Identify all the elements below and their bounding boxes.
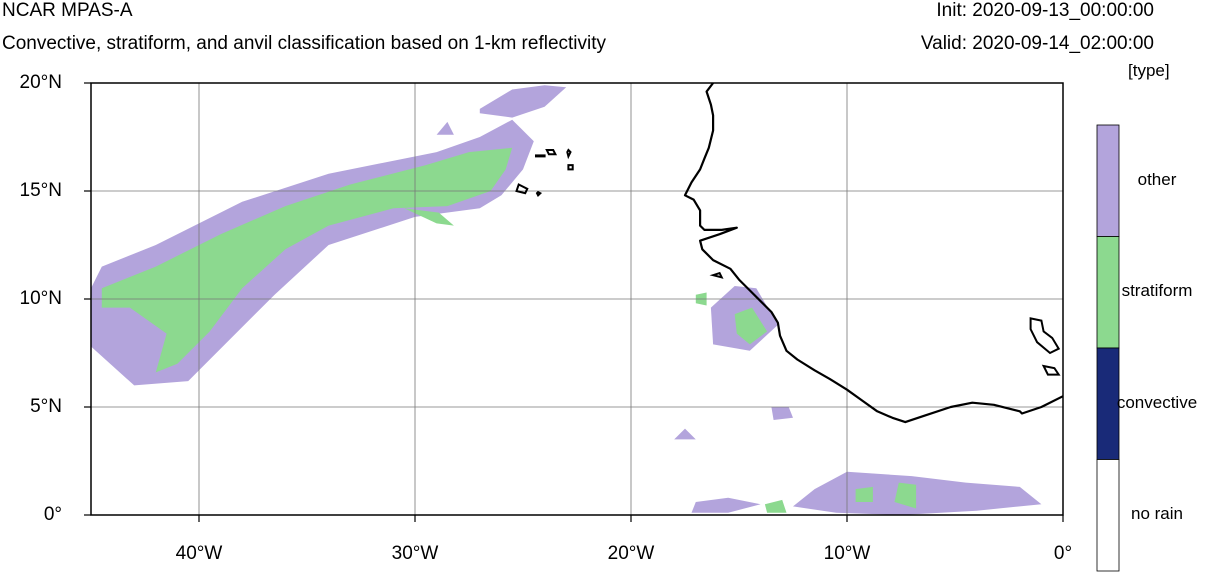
- init-time: Init: 2020-09-13_00:00:00: [936, 0, 1154, 21]
- figure-subtitle: Convective, stratiform, and anvil classi…: [2, 33, 607, 54]
- rain-region-other: [436, 121, 454, 135]
- colorbar-label: no rain: [1131, 504, 1183, 524]
- colorbar-label: stratiform: [1121, 281, 1193, 301]
- lon-tick-label: 40°W: [175, 543, 223, 564]
- rain-region-stratiform: [764, 499, 787, 513]
- colorbar-label: other: [1137, 169, 1177, 189]
- rain-region-stratiform: [855, 486, 873, 502]
- lon-tick-label: 0°: [1053, 543, 1073, 564]
- rain-region-other: [674, 428, 696, 440]
- lon-tick-label: 10°W: [823, 543, 871, 564]
- island-outline: [709, 271, 724, 279]
- lon-tick-label: 20°W: [607, 543, 655, 564]
- colorbar: [1096, 124, 1120, 572]
- lat-tick-label: 0°: [43, 504, 62, 525]
- lat-tick-label: 20°N: [19, 72, 62, 93]
- island-outline: [1029, 317, 1061, 355]
- figure-title: NCAR MPAS-A: [2, 0, 133, 21]
- island-outline: [535, 154, 546, 158]
- lat-tick-label: 15°N: [19, 180, 62, 201]
- lon-tick-label: 30°W: [391, 543, 439, 564]
- rain-classification-layer: [91, 85, 1042, 515]
- coastline-layer: [515, 83, 1063, 424]
- island-outline: [567, 164, 574, 171]
- rain-region-stratiform: [404, 208, 454, 226]
- grid-lines: [91, 83, 1063, 515]
- rain-region-stratiform: [734, 307, 768, 345]
- rain-region-stratiform: [101, 147, 513, 373]
- rain-region-stratiform: [894, 482, 917, 509]
- valid-time: Valid: 2020-09-14_02:00:00: [920, 33, 1154, 54]
- island-outline: [566, 148, 572, 160]
- axis-ticks: [84, 82, 1064, 522]
- coastline: [683, 83, 1063, 424]
- island-outline: [545, 149, 558, 156]
- rain-region-other: [771, 407, 793, 420]
- island-outline: [1041, 364, 1061, 376]
- lat-tick-label: 10°N: [19, 288, 62, 309]
- rain-region-other: [691, 497, 761, 513]
- colorbar-swatch-no-rain: [1096, 459, 1120, 572]
- rain-region-other: [479, 85, 567, 118]
- colorbar-label: convective: [1116, 392, 1198, 412]
- lat-tick-label: 5°N: [30, 396, 62, 417]
- island-outline: [515, 183, 529, 195]
- colorbar-units: [type]: [1128, 61, 1170, 80]
- rain-region-other: [793, 471, 1042, 515]
- island-outline: [535, 190, 543, 197]
